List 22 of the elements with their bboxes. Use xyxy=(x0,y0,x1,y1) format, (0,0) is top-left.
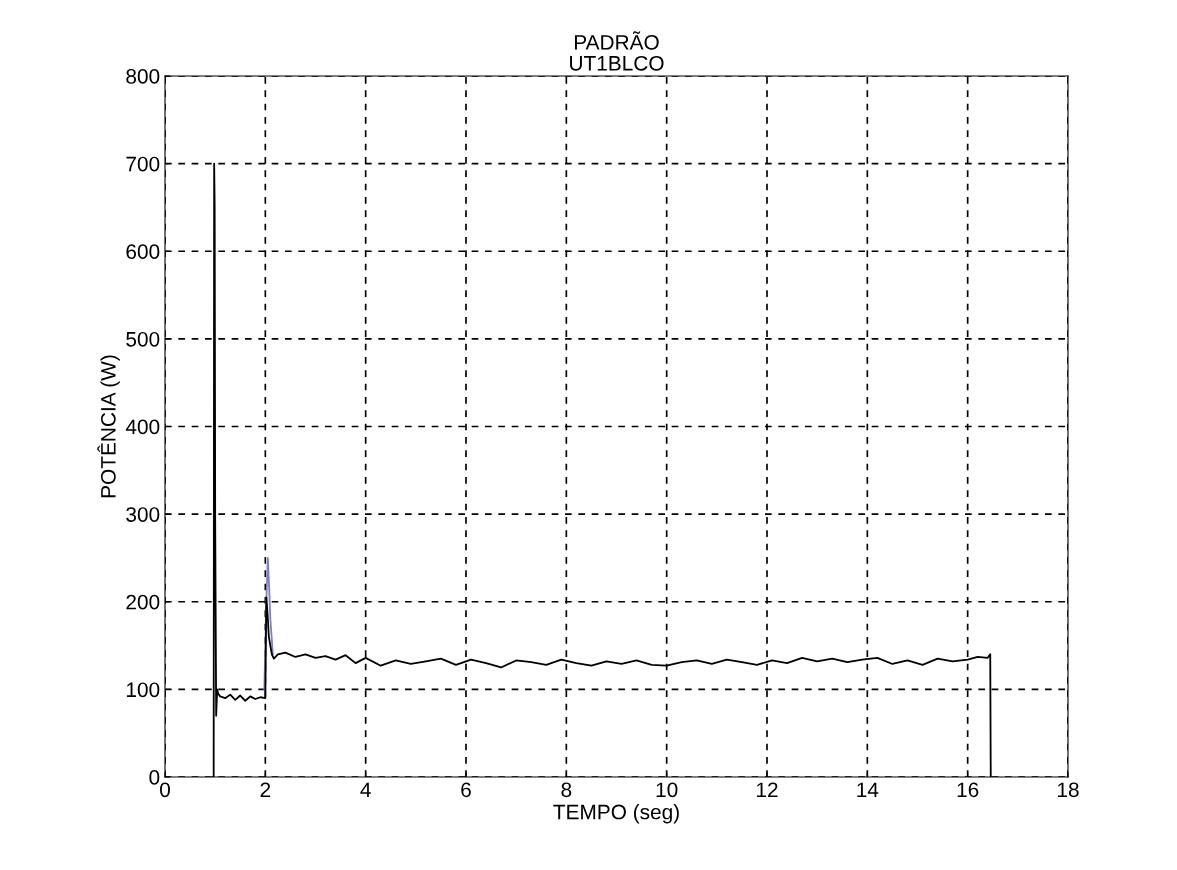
chart-title: PADRÃO UT1BLCO xyxy=(570,31,664,71)
y-tick-label: 400 xyxy=(125,419,160,435)
x-tick-label: 8 xyxy=(561,782,572,798)
y-tick-label: 600 xyxy=(126,244,160,259)
y-tick-label: 0 xyxy=(149,770,160,785)
y-tick-label: 200 xyxy=(126,594,160,610)
y-tick-label: 800 xyxy=(126,69,160,84)
x-tick-label: 18 xyxy=(1058,782,1079,798)
y-tick-label: 300 xyxy=(126,507,160,522)
y-tick-label: 500 xyxy=(126,331,160,347)
x-tick-label: 14 xyxy=(857,782,879,797)
x-tick-label: 4 xyxy=(360,782,371,797)
y-axis-title: POTÊNCIA (W) xyxy=(97,355,120,498)
x-tick-label: 6 xyxy=(461,782,471,798)
x-tick-label: 2 xyxy=(260,782,271,797)
y-tick-label: 100 xyxy=(126,682,160,698)
x-tick-label: 16 xyxy=(957,782,979,798)
x-axis-title: TEMPO (seg) xyxy=(553,804,679,824)
x-tick-label: 12 xyxy=(757,782,778,797)
y-tick-label: 700 xyxy=(126,156,160,172)
x-tick-label: 10 xyxy=(656,782,678,798)
x-tick-label: 0 xyxy=(160,782,170,798)
